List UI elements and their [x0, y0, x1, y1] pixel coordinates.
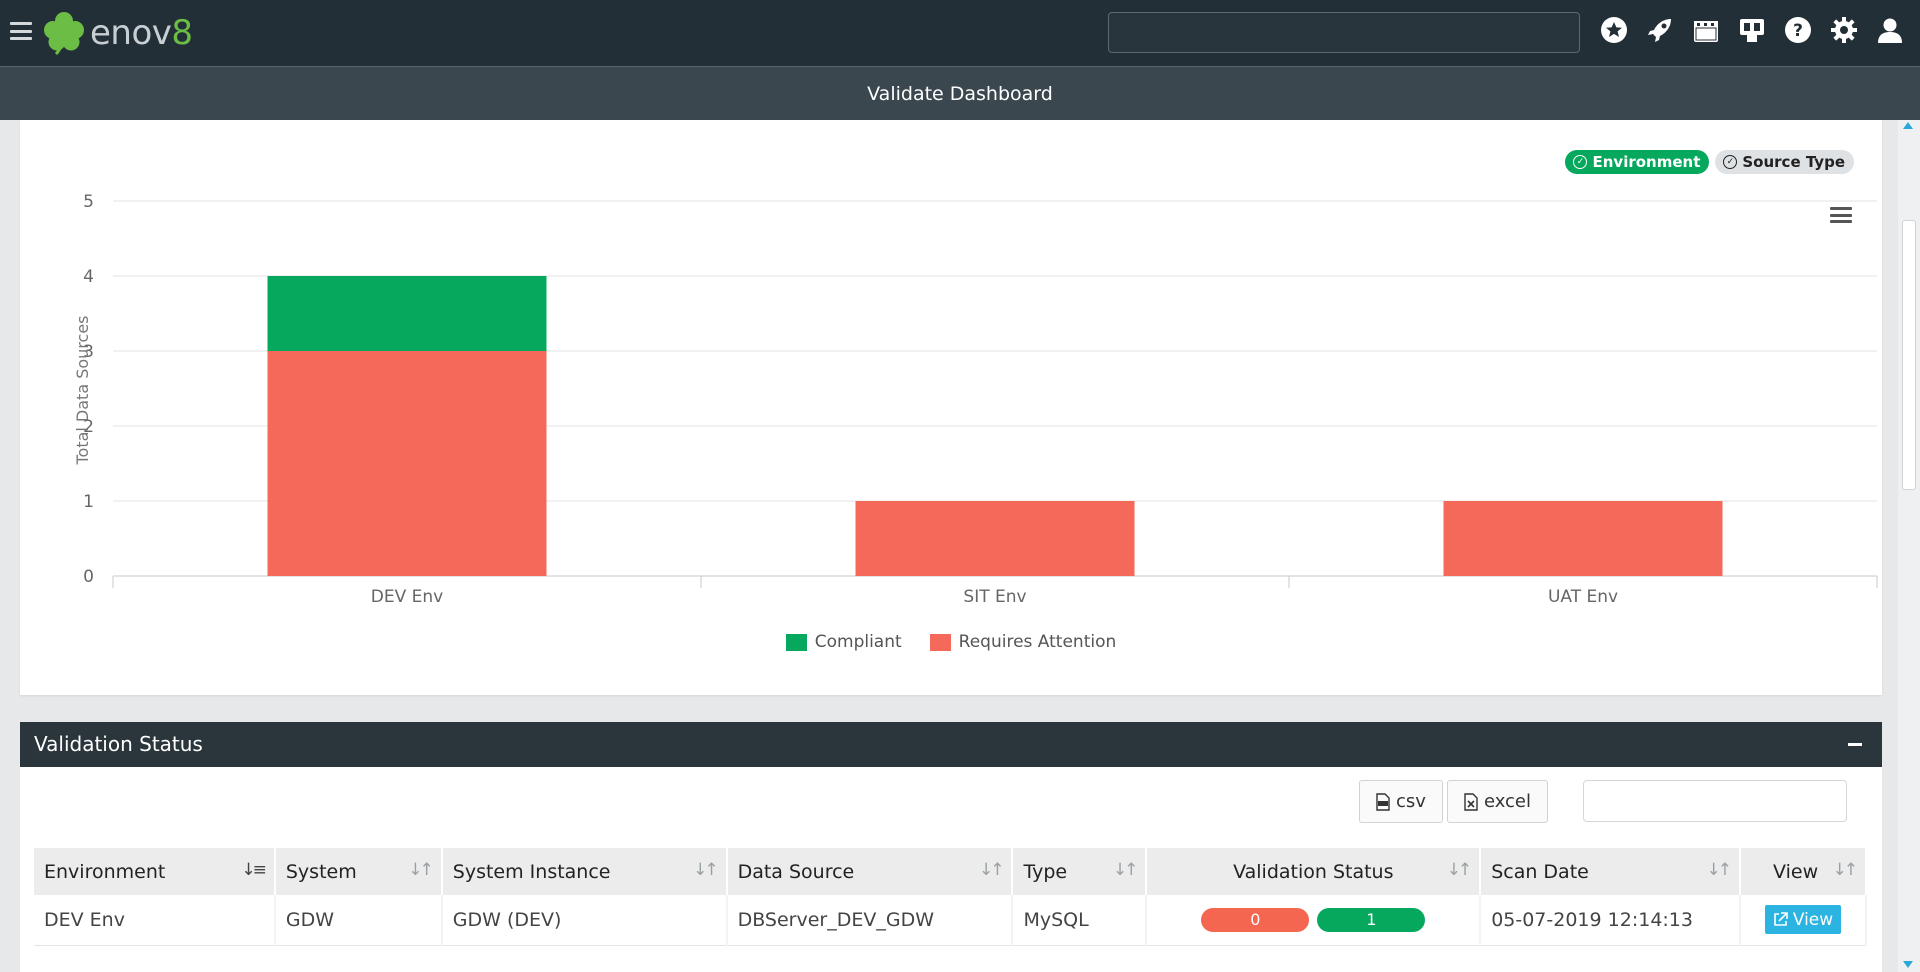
check-circle-icon: ✓: [1573, 155, 1588, 169]
view-button-label: View: [1792, 909, 1834, 930]
column-header-view[interactable]: View ↓↑: [1740, 848, 1867, 895]
sort-icon: ↓↑: [1446, 860, 1472, 880]
chart-legend: Compliant Requires Attention: [20, 632, 1882, 652]
y-tick-label: 1: [83, 492, 94, 512]
cell-data-source: DBServer_DEV_GDW: [726, 895, 1014, 946]
chart-export-menu-icon[interactable]: [1830, 207, 1852, 223]
y-tick-label: 5: [83, 192, 94, 212]
validation-status-title: Validation Status: [34, 732, 203, 756]
legend-label-compliant: Compliant: [814, 632, 902, 652]
validation-status-panel: Validation Status csv excel Environment ↓…: [20, 722, 1882, 972]
bar-requires-attention[interactable]: [855, 501, 1135, 576]
page-title: Validate Dashboard: [0, 66, 1920, 120]
y-axis-title: Total Data Sources: [73, 315, 92, 465]
csv-button-label: csv: [1396, 791, 1426, 812]
column-header-validation-status[interactable]: Validation Status ↓↑: [1146, 848, 1482, 895]
dashboard-icon[interactable]: [1736, 14, 1768, 46]
table-header-row: Environment ↓≡ System ↓↑ System Instance ↓↑…: [34, 848, 1867, 895]
menu-icon[interactable]: [10, 22, 32, 40]
cell-view: View: [1740, 895, 1867, 946]
sort-desc-icon: ↓≡: [241, 860, 266, 880]
cell-scan-date: 05-07-2019 12:14:13: [1480, 895, 1742, 946]
legend-swatch-requires-attention: [929, 633, 951, 651]
bar-compliant[interactable]: [267, 276, 547, 351]
external-link-icon: [1774, 912, 1788, 927]
validation-status-table: Environment ↓≡ System ↓↑ System Instance ↓↑…: [34, 848, 1867, 946]
user-icon[interactable]: [1874, 14, 1906, 46]
grouping-toggle-group: ✓ Environment ✓ Source Type: [1565, 150, 1854, 174]
cell-system: GDW: [274, 895, 443, 946]
column-header-environment[interactable]: Environment ↓≡: [34, 848, 276, 895]
rocket-icon[interactable]: [1644, 14, 1676, 46]
svg-text:?: ?: [1793, 21, 1803, 41]
export-tools: csv excel: [1359, 780, 1549, 823]
legend-item-requires-attention[interactable]: Requires Attention: [929, 632, 1117, 652]
source-type-toggle[interactable]: ✓ Source Type: [1715, 150, 1854, 174]
sort-icon: ↓↑: [1832, 860, 1858, 880]
table-filter-input[interactable]: [1583, 780, 1847, 822]
calendar-icon[interactable]: [1690, 14, 1722, 46]
clover-logo-icon: [44, 12, 84, 56]
column-header-scan-date[interactable]: Scan Date ↓↑: [1480, 848, 1742, 895]
excel-button-label: excel: [1483, 791, 1532, 812]
y-tick-label: 4: [83, 267, 94, 287]
column-header-data-source[interactable]: Data Source ↓↑: [726, 848, 1014, 895]
scrollbar-thumb[interactable]: [1902, 220, 1916, 490]
global-search-input[interactable]: [1108, 12, 1580, 53]
environment-toggle[interactable]: ✓ Environment: [1565, 150, 1710, 174]
column-header-system-instance[interactable]: System Instance ↓↑: [441, 848, 728, 895]
bar-requires-attention[interactable]: [267, 351, 547, 576]
sort-icon: ↓↑: [408, 860, 433, 880]
check-circle-icon: ✓: [1723, 155, 1738, 169]
view-button[interactable]: View: [1764, 905, 1842, 935]
source-type-toggle-label: Source Type: [1742, 153, 1845, 171]
page-scrollbar[interactable]: [1898, 120, 1920, 972]
column-header-system[interactable]: System ↓↑: [274, 848, 443, 895]
sort-icon: ↓↑: [978, 860, 1004, 880]
y-tick-label: 0: [83, 567, 94, 587]
x-tick-label: UAT Env: [1548, 587, 1618, 607]
enov8-logo[interactable]: enov8: [42, 8, 193, 58]
y-tick-label: 2: [83, 417, 94, 437]
excel-export-button[interactable]: excel: [1446, 780, 1549, 823]
x-tick-label: SIT Env: [963, 587, 1026, 607]
stacked-bar-chart: 0 1 2 3 4 5 Total Data Sources DEV Env SIT Env UA…: [73, 192, 1878, 607]
collapse-panel-icon[interactable]: [1848, 743, 1862, 746]
bar-requires-attention[interactable]: [1443, 501, 1723, 576]
requires-attention-count-badge[interactable]: 0: [1201, 907, 1310, 932]
excel-file-icon: [1464, 792, 1478, 811]
column-header-type[interactable]: Type ↓↑: [1012, 848, 1148, 895]
gear-icon[interactable]: [1828, 14, 1860, 46]
x-tick-label: DEV Env: [371, 587, 443, 607]
cell-type: MySQL: [1012, 895, 1148, 946]
table-row: DEV Env GDW GDW (DEV) DBServer_DEV_GDW M…: [34, 895, 1867, 946]
nav-icon-group: ?: [1598, 14, 1906, 46]
help-icon[interactable]: ?: [1782, 14, 1814, 46]
top-nav-bar: enov8 ?: [0, 0, 1920, 66]
cell-environment: DEV Env: [34, 895, 276, 946]
compliant-count-badge[interactable]: 1: [1317, 907, 1426, 932]
sort-icon: ↓↑: [1112, 860, 1138, 880]
cell-system-instance: GDW (DEV): [441, 895, 728, 946]
cell-validation-status: 0 1: [1146, 895, 1482, 946]
environment-toggle-label: Environment: [1592, 153, 1701, 171]
legend-label-requires-attention: Requires Attention: [958, 632, 1117, 652]
sort-icon: ↓↑: [1706, 860, 1732, 880]
legend-item-compliant[interactable]: Compliant: [785, 632, 902, 652]
logo-wordmark: enov8: [90, 13, 193, 53]
scroll-up-arrow-icon[interactable]: [1903, 122, 1913, 129]
scroll-down-arrow-icon[interactable]: [1903, 961, 1913, 968]
validation-status-header: Validation Status: [20, 722, 1882, 767]
y-tick-label: 3: [83, 342, 94, 362]
csv-file-icon: [1376, 792, 1390, 811]
csv-export-button[interactable]: csv: [1359, 780, 1443, 823]
legend-swatch-compliant: [785, 633, 807, 651]
sort-icon: ↓↑: [693, 860, 718, 880]
star-icon[interactable]: [1598, 14, 1630, 46]
chart-panel: ✓ Environment ✓ Source Type 0 1 2 3 4 5 Total …: [20, 120, 1882, 695]
